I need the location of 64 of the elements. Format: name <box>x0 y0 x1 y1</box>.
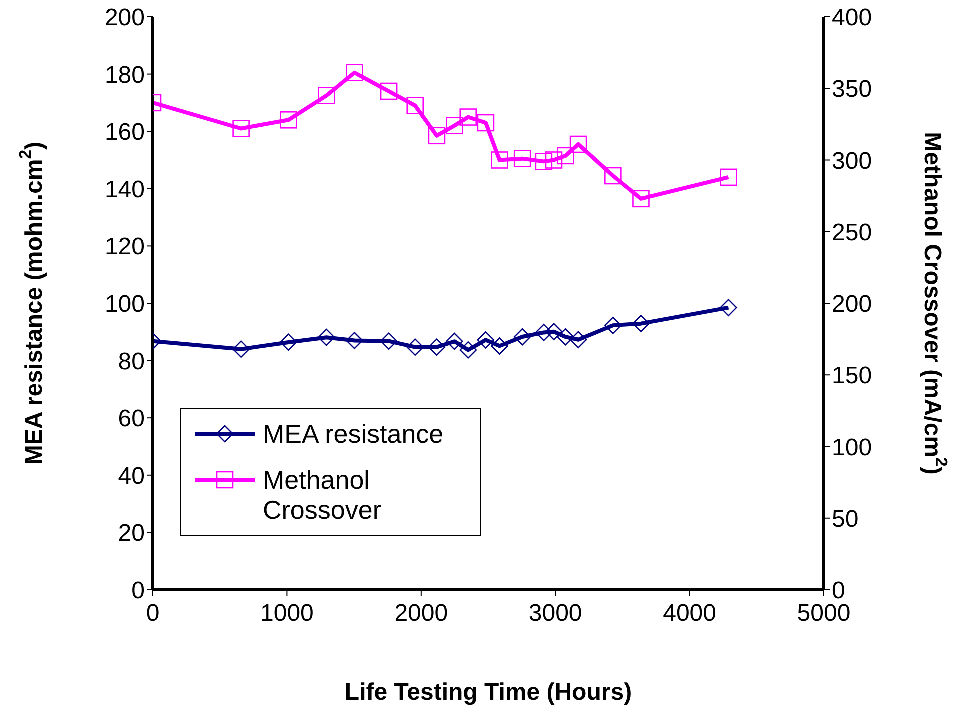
point <box>477 114 495 132</box>
y2-tick-label: 200 <box>832 291 872 318</box>
point <box>280 334 298 352</box>
point <box>514 328 532 346</box>
y-tick-label: 60 <box>118 406 145 433</box>
point <box>460 108 478 126</box>
y-tick-label: 200 <box>104 4 145 32</box>
point <box>346 64 364 82</box>
point <box>446 332 464 350</box>
y2-tick-label: 250 <box>832 219 872 246</box>
point <box>428 338 446 356</box>
legend-label: MEA resistance <box>263 419 445 449</box>
point <box>557 328 574 346</box>
point <box>632 190 650 208</box>
y-tick-label: 160 <box>104 119 145 146</box>
y2-tick-label: 100 <box>832 434 872 462</box>
point <box>720 168 738 186</box>
point <box>514 150 532 168</box>
point <box>604 316 622 334</box>
point <box>570 331 588 349</box>
y2-tick-label: 400 <box>832 4 872 32</box>
point <box>232 340 250 358</box>
point <box>380 332 398 350</box>
point <box>460 342 478 359</box>
point <box>545 323 563 341</box>
y-tick-label: 100 <box>104 291 145 318</box>
point <box>477 332 495 349</box>
y-tick-label: 140 <box>104 176 145 204</box>
point <box>446 117 464 135</box>
point <box>491 338 508 355</box>
y2-tick-label: 50 <box>832 506 859 533</box>
point <box>545 152 563 169</box>
x-tick-label: 1000 <box>260 600 314 628</box>
point <box>570 136 588 154</box>
point <box>604 167 622 185</box>
x-tick-label: 3000 <box>528 600 582 628</box>
point <box>318 328 336 346</box>
x-tick-label: 4000 <box>663 600 716 628</box>
point <box>535 153 553 170</box>
point <box>491 152 508 169</box>
point <box>280 111 298 129</box>
point <box>720 299 738 316</box>
point <box>406 97 424 114</box>
point <box>428 127 446 145</box>
point <box>632 315 650 332</box>
point <box>380 82 398 100</box>
point <box>535 324 553 342</box>
y-tick-label: 120 <box>104 234 145 261</box>
point <box>346 332 364 350</box>
y2-tick-label: 150 <box>832 362 872 390</box>
point <box>232 120 250 138</box>
y-tick-label: 40 <box>118 462 145 490</box>
y-tick-label: 80 <box>118 348 145 376</box>
y-tick-label: 20 <box>118 520 145 548</box>
point <box>557 147 574 165</box>
point <box>406 338 424 356</box>
x-tick-label: 2000 <box>394 600 448 628</box>
y-tick-label: 180 <box>104 62 145 89</box>
y2-tick-label: 300 <box>832 148 872 175</box>
legend-label: Methanol Crossover <box>263 465 382 525</box>
point <box>318 87 336 104</box>
y2-tick-label: 350 <box>832 76 872 104</box>
x-axis-title: Life Testing Time (Hours) <box>344 679 632 706</box>
y-tick-label: 0 <box>132 578 145 605</box>
